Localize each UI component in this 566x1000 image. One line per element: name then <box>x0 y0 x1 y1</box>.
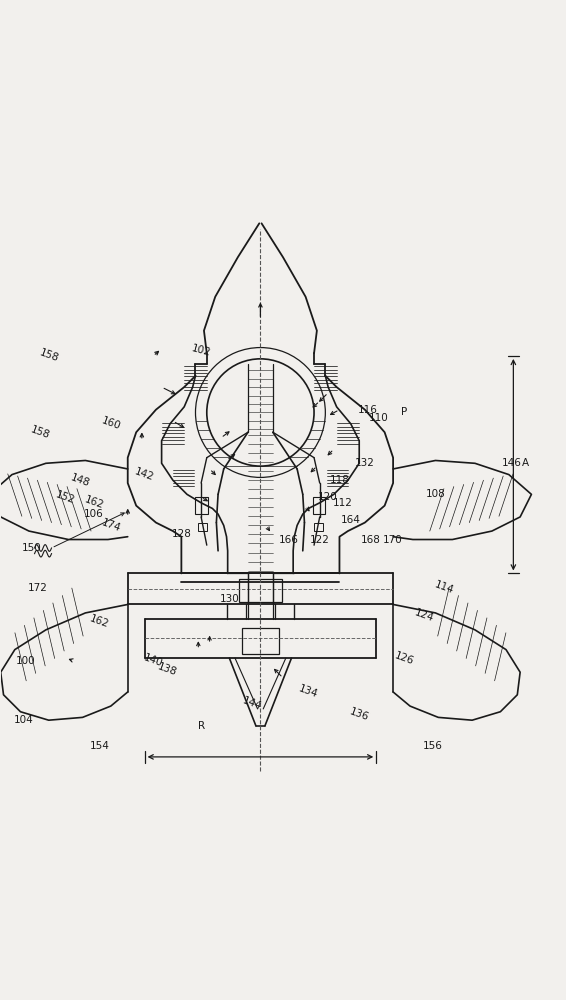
Text: 174: 174 <box>100 517 122 534</box>
Text: 166: 166 <box>278 535 299 545</box>
Text: 158: 158 <box>29 424 52 440</box>
Text: 118: 118 <box>329 475 349 485</box>
Text: 168: 168 <box>361 535 380 545</box>
Text: P: P <box>401 407 408 417</box>
Text: 114: 114 <box>433 579 455 596</box>
Text: 162: 162 <box>88 613 110 629</box>
Text: 144: 144 <box>241 695 263 711</box>
Text: 138: 138 <box>156 661 178 677</box>
Bar <box>239 579 282 602</box>
Text: 112: 112 <box>332 498 352 508</box>
Text: 108: 108 <box>426 489 445 499</box>
Text: 160: 160 <box>100 416 122 432</box>
Text: 136: 136 <box>348 706 370 723</box>
Text: 132: 132 <box>355 458 375 468</box>
Text: 102: 102 <box>190 343 212 358</box>
Text: 124: 124 <box>413 608 435 624</box>
Text: 100: 100 <box>16 656 36 666</box>
Text: 164: 164 <box>341 515 361 525</box>
Text: 120: 120 <box>318 492 338 502</box>
Text: 152: 152 <box>54 489 76 505</box>
Text: R: R <box>198 721 205 731</box>
Text: 150: 150 <box>22 543 42 553</box>
Text: 130: 130 <box>220 594 239 604</box>
Text: 172: 172 <box>28 583 48 593</box>
Bar <box>195 497 208 514</box>
Text: 104: 104 <box>14 715 33 725</box>
Text: 126: 126 <box>393 650 415 666</box>
Bar <box>313 497 325 514</box>
Text: 170: 170 <box>383 535 403 545</box>
Text: 128: 128 <box>171 529 191 539</box>
Text: 154: 154 <box>89 741 109 751</box>
Text: 162: 162 <box>83 495 105 511</box>
Text: 106: 106 <box>84 509 104 519</box>
Bar <box>314 523 323 531</box>
Text: A: A <box>522 458 529 468</box>
Text: 158: 158 <box>37 348 60 364</box>
Bar <box>242 628 279 654</box>
Text: 146: 146 <box>501 458 522 468</box>
Text: 116: 116 <box>358 405 378 415</box>
Text: 156: 156 <box>423 741 443 751</box>
Text: 148: 148 <box>68 472 91 488</box>
Bar <box>198 523 207 531</box>
Text: 110: 110 <box>369 413 389 423</box>
Text: 134: 134 <box>297 684 319 700</box>
Text: 142: 142 <box>134 466 156 483</box>
Text: 140: 140 <box>142 653 164 669</box>
Text: 122: 122 <box>310 535 329 545</box>
